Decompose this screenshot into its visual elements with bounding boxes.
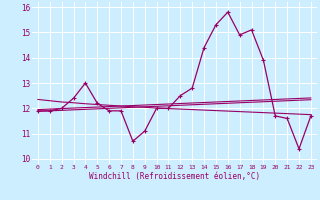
X-axis label: Windchill (Refroidissement éolien,°C): Windchill (Refroidissement éolien,°C) [89,172,260,181]
